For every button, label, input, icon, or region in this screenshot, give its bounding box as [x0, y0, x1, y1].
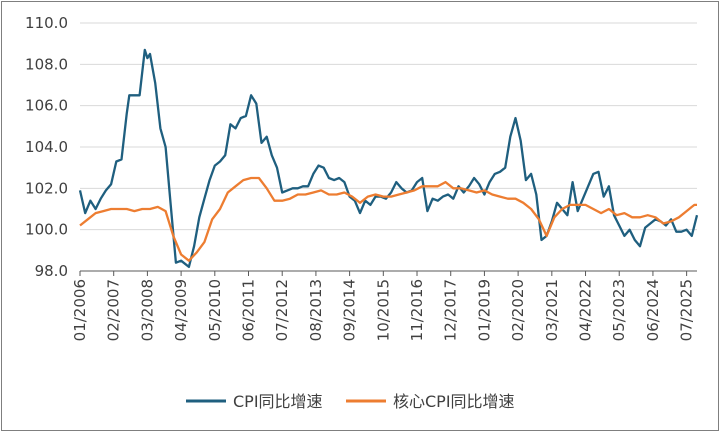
- x-tick-label: 02/2007: [105, 279, 123, 341]
- x-tick-label: 11/2016: [408, 279, 426, 341]
- y-tick-label: 108.0: [25, 55, 68, 73]
- x-tick-label: 06/2011: [240, 279, 258, 341]
- x-tick-label: 04/2009: [172, 279, 190, 341]
- x-tick-label: 12/2017: [442, 279, 460, 341]
- x-tick-label: 07/2012: [273, 279, 291, 341]
- x-tick-label: 01/2019: [475, 279, 493, 341]
- series-line-2: [79, 176, 697, 262]
- legend-label-2: 核心CPI同比增速: [393, 392, 515, 411]
- x-tick-label: 09/2014: [341, 279, 359, 341]
- x-tick-label: 08/2013: [307, 279, 325, 341]
- x-axis: 01/2006 02/2007 03/2008 04/2009 05/2010 06/20…: [71, 271, 696, 341]
- x-tick-label: 04/2022: [577, 279, 595, 341]
- series-line-1: [78, 48, 699, 269]
- y-axis: 98.0 100.0 102.0 104.0 106.0 108.0 110.0: [25, 14, 68, 280]
- y-tick-label: 106.0: [25, 97, 68, 115]
- x-tick-label: 02/2020: [509, 279, 527, 341]
- grid-lines: [80, 22, 697, 272]
- y-tick-label: 98.0: [35, 262, 68, 280]
- y-tick-label: 100.0: [25, 221, 68, 239]
- y-tick-label: 104.0: [25, 138, 68, 156]
- series-lines: [78, 48, 699, 269]
- x-tick-label: 05/2010: [206, 279, 224, 341]
- y-tick-label: 102.0: [25, 179, 68, 197]
- legend: CPI同比增速 核心CPI同比增速: [186, 392, 515, 411]
- x-tick-label: 06/2024: [644, 279, 662, 341]
- legend-label-1: CPI同比增速: [233, 392, 323, 411]
- x-tick-label: 01/2006: [71, 279, 89, 341]
- x-tick-label: 03/2021: [543, 279, 561, 341]
- x-tick-label: 05/2023: [610, 279, 628, 341]
- y-tick-label: 110.0: [25, 14, 68, 32]
- x-tick-label: 07/2025: [678, 279, 696, 341]
- x-tick-label: 10/2015: [374, 279, 392, 341]
- x-tick-label: 03/2008: [138, 279, 156, 341]
